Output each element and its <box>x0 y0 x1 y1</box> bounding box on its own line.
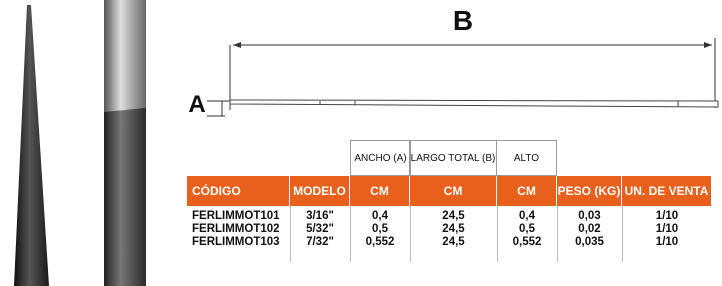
table-cell: 0,4 <box>497 209 557 222</box>
table-cell: FERLIMMOT103 <box>187 235 290 248</box>
file-image-1 <box>14 5 49 286</box>
table-cell: 0,02 <box>557 222 622 235</box>
column-header: CM <box>497 176 557 206</box>
table-cell: 0,5 <box>350 222 410 235</box>
table-cell: 5/32" <box>290 222 350 235</box>
table-cell: 24,5 <box>410 222 497 235</box>
table-cell: 1/10 <box>622 222 712 235</box>
table-cell: 1/10 <box>622 209 712 222</box>
column-header: MODELO <box>290 176 350 206</box>
table-cell: 0,035 <box>557 235 622 248</box>
top-header: ANCHO (A) <box>350 140 411 176</box>
top-header: ALTO <box>496 140 557 176</box>
table-cell: 24,5 <box>410 235 497 248</box>
table-cell: 0,5 <box>497 222 557 235</box>
table-cell: 24,5 <box>410 209 497 222</box>
label-b: B <box>453 5 473 36</box>
table-cell: 0,03 <box>557 209 622 222</box>
column-header: PESO (KG) <box>557 176 622 206</box>
table-cell: FERLIMMOT101 <box>187 209 290 222</box>
table-cell: FERLIMMOT102 <box>187 222 290 235</box>
table-cell: 3/16" <box>290 209 350 222</box>
column-header: UN. DE VENTA <box>622 176 712 206</box>
column-header: CM <box>350 176 410 206</box>
column-header: CM <box>410 176 497 206</box>
dim-bracket <box>207 101 230 116</box>
file-image-2-shank <box>104 0 146 112</box>
table-cell: 1/10 <box>622 235 712 248</box>
table-cell: 7/32" <box>290 235 350 248</box>
table-cell: 0,552 <box>497 235 557 248</box>
label-a: A <box>188 91 205 118</box>
table-cell: 0,552 <box>350 235 410 248</box>
column-header: CÓDIGO <box>187 176 290 206</box>
top-header: LARGO TOTAL (B) <box>409 140 497 176</box>
file-image-2-cut <box>104 108 146 286</box>
spec-sheet: B A ANCHO (A)LARGO TOTAL (B)ALTO CÓDIGOMO… <box>0 0 722 286</box>
file-drawing <box>230 100 718 107</box>
table-cell: 0,4 <box>350 209 410 222</box>
